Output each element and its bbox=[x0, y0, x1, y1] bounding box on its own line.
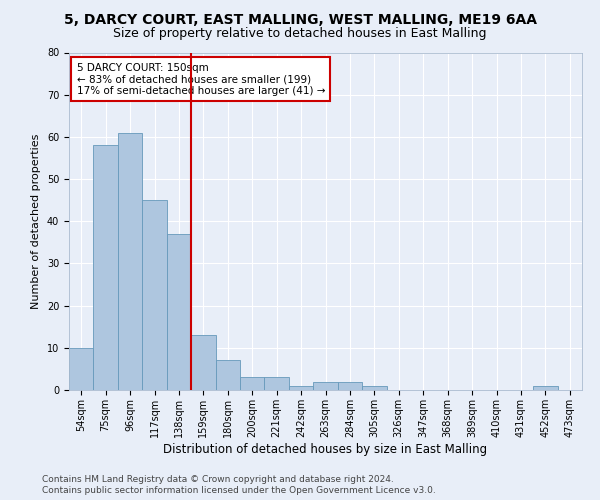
Text: 5 DARCY COURT: 150sqm
← 83% of detached houses are smaller (199)
17% of semi-det: 5 DARCY COURT: 150sqm ← 83% of detached … bbox=[77, 62, 325, 96]
Bar bbox=[362, 386, 386, 390]
Text: Contains HM Land Registry data © Crown copyright and database right 2024.: Contains HM Land Registry data © Crown c… bbox=[42, 474, 394, 484]
Bar bbox=[313, 382, 338, 390]
Bar bbox=[289, 386, 313, 390]
Bar bbox=[191, 335, 215, 390]
X-axis label: Distribution of detached houses by size in East Malling: Distribution of detached houses by size … bbox=[163, 442, 488, 456]
Text: Contains public sector information licensed under the Open Government Licence v3: Contains public sector information licen… bbox=[42, 486, 436, 495]
Bar bbox=[215, 360, 240, 390]
Bar bbox=[94, 146, 118, 390]
Bar bbox=[265, 378, 289, 390]
Bar bbox=[118, 132, 142, 390]
Bar bbox=[69, 348, 94, 390]
Y-axis label: Number of detached properties: Number of detached properties bbox=[31, 134, 41, 309]
Text: 5, DARCY COURT, EAST MALLING, WEST MALLING, ME19 6AA: 5, DARCY COURT, EAST MALLING, WEST MALLI… bbox=[64, 12, 536, 26]
Bar bbox=[533, 386, 557, 390]
Bar bbox=[240, 378, 265, 390]
Bar bbox=[167, 234, 191, 390]
Bar bbox=[142, 200, 167, 390]
Text: Size of property relative to detached houses in East Malling: Size of property relative to detached ho… bbox=[113, 28, 487, 40]
Bar bbox=[338, 382, 362, 390]
